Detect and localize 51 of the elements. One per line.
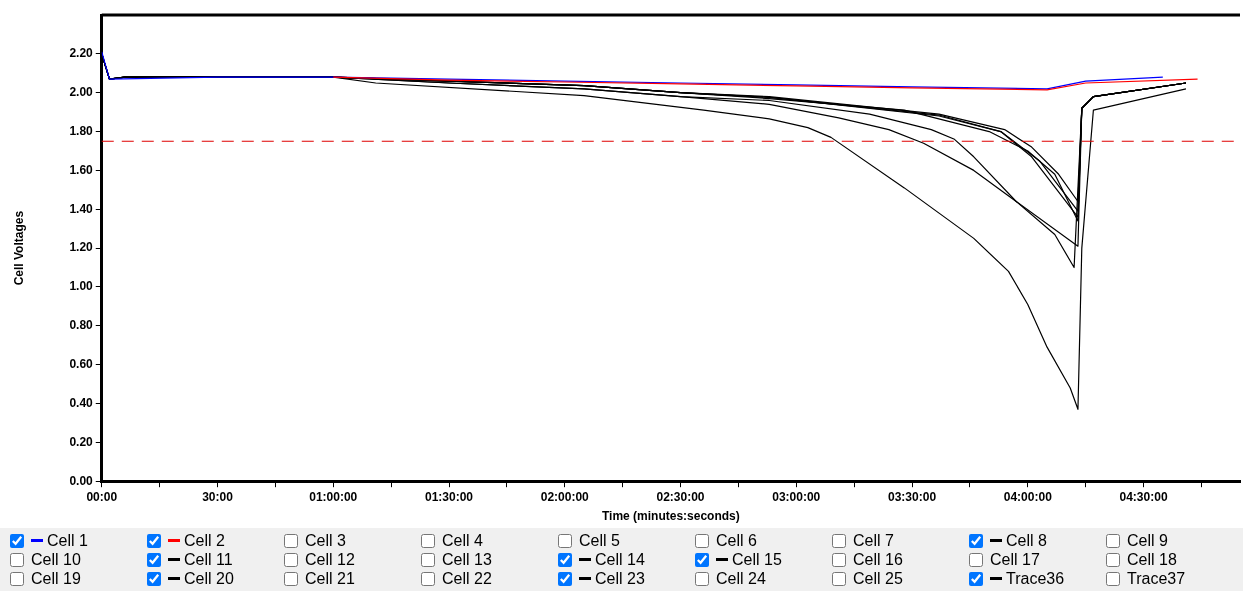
text: Cell 7 bbox=[852, 531, 895, 550]
legend-label: Cell 23 bbox=[594, 569, 646, 588]
text: Cell 18 bbox=[1126, 550, 1178, 569]
text: Cell 16 bbox=[852, 550, 904, 569]
text: Cell 3 bbox=[304, 531, 347, 550]
x-tick-label: 00:00 bbox=[86, 489, 118, 504]
y-tick-label: 1.40 bbox=[69, 201, 94, 216]
y-tick-label: 0.80 bbox=[69, 318, 94, 333]
y-tick-label: 0.60 bbox=[69, 356, 94, 371]
x-tick-label: 01:00:00 bbox=[309, 489, 358, 504]
legend-label: Cell 8 bbox=[1005, 531, 1048, 550]
y-tick-label: 1.60 bbox=[69, 162, 94, 177]
text: Cell 9 bbox=[1126, 531, 1169, 550]
y-tick-label: 0.00 bbox=[69, 473, 94, 488]
y-tick-label: 0.20 bbox=[69, 434, 94, 449]
x-tick-label: 01:30:00 bbox=[424, 489, 474, 504]
legend-label: Cell 15 bbox=[731, 550, 783, 569]
y-tick-label: 1.20 bbox=[69, 240, 94, 255]
text: Cell 22 bbox=[441, 569, 493, 588]
text: Cell 19 bbox=[30, 569, 82, 588]
legend-label: Cell 2 bbox=[183, 531, 226, 550]
text: Cell 6 bbox=[715, 531, 758, 550]
text: Cell 21 bbox=[304, 569, 356, 588]
x-tick-label: 02:30:00 bbox=[656, 489, 705, 504]
y-tick-label: 2.00 bbox=[69, 85, 94, 100]
x-tick-label: 04:30:00 bbox=[1119, 489, 1168, 504]
legend-label: Trace36 bbox=[1005, 569, 1066, 588]
y-tick-label: 1.80 bbox=[69, 123, 94, 138]
y-axis-title: Cell Voltages bbox=[11, 210, 26, 286]
text: Cell 10 bbox=[30, 550, 82, 569]
y-tick-label: 0.40 bbox=[69, 395, 94, 410]
text: Cell 5 bbox=[578, 531, 621, 550]
text: Cell 4 bbox=[441, 531, 484, 550]
text: Trace37 bbox=[1126, 569, 1187, 588]
x-tick-label: 04:00:00 bbox=[1003, 489, 1053, 504]
y-tick-label: 1.00 bbox=[69, 279, 94, 294]
text: Cell 13 bbox=[441, 550, 493, 569]
x-tick-label: 03:00:00 bbox=[772, 489, 821, 504]
legend-label: Cell 20 bbox=[183, 569, 235, 588]
x-axis-title: Time (minutes:seconds) bbox=[601, 509, 740, 524]
y-tick-label: 2.20 bbox=[69, 46, 94, 61]
x-tick-label: 03:30:00 bbox=[888, 489, 937, 504]
legend-label: Cell 1 bbox=[46, 531, 89, 550]
x-tick-label: 30:00 bbox=[202, 489, 234, 504]
text: Cell 25 bbox=[852, 569, 904, 588]
text: Cell 24 bbox=[715, 569, 767, 588]
x-tick-label: 02:00:00 bbox=[540, 489, 590, 504]
text: Cell 12 bbox=[304, 550, 356, 569]
text: Cell 17 bbox=[989, 550, 1041, 569]
legend-label: Cell 14 bbox=[594, 550, 646, 569]
legend-label: Cell 11 bbox=[183, 550, 234, 569]
